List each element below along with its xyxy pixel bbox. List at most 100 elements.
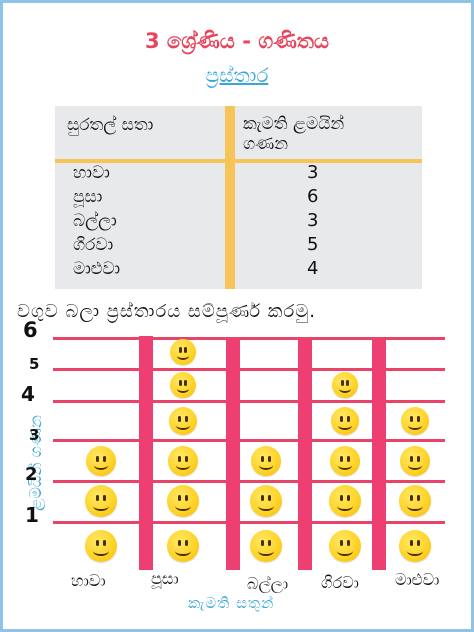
face-eye bbox=[339, 455, 343, 462]
instruction-text: වගුව බලා ප්‍රස්තාරය සම්පූර්ණ කරමු. bbox=[17, 301, 316, 322]
table-row-name: ගිරවා bbox=[73, 235, 114, 255]
table-row-name: හාවා bbox=[73, 163, 110, 183]
face-eye bbox=[103, 540, 107, 547]
smile-mouth bbox=[338, 384, 352, 394]
face-eye bbox=[409, 495, 413, 502]
smiley-face-icon bbox=[329, 485, 361, 517]
table-row-name: බල්ලා bbox=[73, 211, 117, 231]
face-eye bbox=[185, 540, 189, 547]
x-category-label: හාවා bbox=[71, 571, 106, 590]
y-tick-label: 4 bbox=[21, 382, 35, 406]
table-row-name: මාළුවා bbox=[73, 259, 121, 279]
face-eye bbox=[268, 455, 272, 462]
face-eye bbox=[177, 495, 181, 502]
gridline bbox=[53, 337, 445, 340]
face-eye bbox=[417, 495, 421, 502]
smiley-face-icon bbox=[251, 446, 281, 476]
table-header-rule bbox=[55, 159, 422, 163]
face-eye bbox=[178, 380, 182, 387]
smile-mouth bbox=[93, 500, 109, 511]
smiley-face-icon bbox=[332, 372, 358, 398]
face-eye bbox=[95, 540, 99, 547]
face-eye bbox=[260, 495, 264, 502]
smile-mouth bbox=[337, 460, 353, 471]
face-eye bbox=[185, 455, 189, 462]
gridline bbox=[53, 480, 445, 483]
smile-mouth bbox=[175, 460, 191, 471]
smiley-face-icon bbox=[170, 372, 196, 398]
smiley-face-icon bbox=[250, 530, 282, 562]
smiley-face-icon bbox=[399, 485, 431, 517]
smile-mouth bbox=[258, 460, 274, 471]
subtitle-text: ප්‍රස්තාර bbox=[205, 63, 269, 87]
smile-mouth bbox=[258, 500, 274, 511]
smile-mouth bbox=[408, 420, 422, 430]
smile-mouth bbox=[93, 545, 109, 556]
smiley-face-icon bbox=[170, 339, 196, 365]
smiley-face-icon bbox=[401, 407, 429, 435]
smiley-face-icon bbox=[86, 446, 116, 476]
x-category-label: බල්ලා bbox=[247, 574, 289, 593]
smile-mouth bbox=[176, 384, 190, 394]
smiley-face-icon bbox=[168, 446, 198, 476]
face-eye bbox=[95, 455, 99, 462]
face-eye bbox=[347, 455, 351, 462]
face-eye bbox=[184, 347, 188, 354]
y-tick-label: 6 bbox=[23, 318, 38, 342]
smiley-face-icon bbox=[85, 530, 117, 562]
smiley-face-icon bbox=[329, 530, 361, 562]
face-eye bbox=[184, 415, 188, 422]
table-column-rule bbox=[225, 106, 235, 289]
smiley-face-icon bbox=[167, 485, 199, 517]
gridline bbox=[53, 368, 445, 371]
gridline bbox=[53, 521, 445, 524]
y-tick-label: 2 bbox=[25, 464, 38, 485]
table-header-count-line1: කැමති ළමයින් bbox=[243, 114, 345, 134]
face-eye bbox=[103, 455, 107, 462]
page-subtitle: ප්‍රස්තාර bbox=[3, 63, 471, 87]
smiley-face-icon bbox=[169, 407, 197, 435]
face-eye bbox=[409, 455, 413, 462]
face-eye bbox=[260, 540, 264, 547]
page-title: 3 ශ්‍රේණිය - ගණිතය bbox=[144, 29, 329, 53]
face-eye bbox=[178, 347, 182, 354]
x-axis-title: කැමති සතුන් bbox=[188, 594, 275, 612]
face-eye bbox=[339, 495, 343, 502]
data-table: සුරතල් සතා කැමති ළමයින් ගණන හාවා 3 පූසා … bbox=[55, 106, 422, 289]
face-eye bbox=[416, 415, 420, 422]
smile-mouth bbox=[93, 460, 109, 471]
smiley-face-icon bbox=[85, 485, 117, 517]
face-eye bbox=[185, 495, 189, 502]
smiley-face-icon bbox=[400, 446, 430, 476]
face-eye bbox=[260, 455, 264, 462]
x-category-label: පූසා bbox=[151, 569, 179, 588]
smile-mouth bbox=[338, 420, 352, 430]
face-eye bbox=[346, 380, 350, 387]
table-row-count: 6 bbox=[307, 186, 319, 207]
table-header-count-line2: ගණන bbox=[243, 134, 289, 154]
table-row-count: 3 bbox=[307, 210, 319, 231]
face-eye bbox=[417, 540, 421, 547]
column-divider-bar bbox=[139, 336, 153, 570]
gridline bbox=[53, 439, 445, 442]
y-tick-label: 3 bbox=[29, 426, 40, 444]
column-divider-bar bbox=[372, 340, 386, 570]
face-eye bbox=[346, 415, 350, 422]
smile-mouth bbox=[337, 500, 353, 511]
smile-mouth bbox=[176, 420, 190, 430]
face-eye bbox=[339, 540, 343, 547]
face-eye bbox=[268, 540, 272, 547]
smile-mouth bbox=[175, 545, 191, 556]
table-row-count: 5 bbox=[307, 234, 319, 255]
table-header-pet: සුරතල් සතා bbox=[67, 115, 154, 135]
face-eye bbox=[409, 540, 413, 547]
gridline bbox=[53, 400, 445, 403]
table-header-count: කැමති ළමයින් ගණන bbox=[243, 114, 344, 154]
x-category-label: මාළුවා bbox=[395, 570, 440, 589]
smile-mouth bbox=[337, 545, 353, 556]
smile-mouth bbox=[407, 545, 423, 556]
face-eye bbox=[177, 455, 181, 462]
smile-mouth bbox=[175, 500, 191, 511]
face-eye bbox=[177, 540, 181, 547]
